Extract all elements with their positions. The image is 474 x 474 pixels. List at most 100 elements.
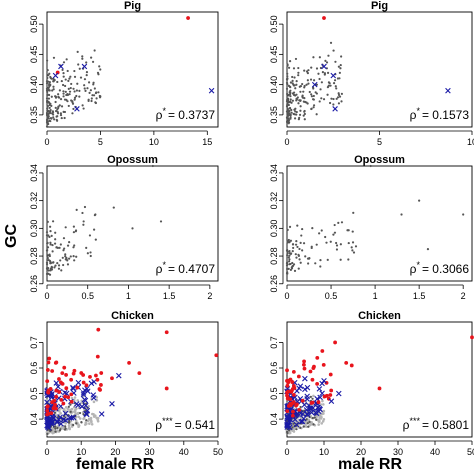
data-point <box>64 386 69 391</box>
data-point <box>59 428 62 431</box>
data-point <box>321 362 326 367</box>
data-point <box>303 109 306 113</box>
data-point <box>293 108 296 111</box>
data-point <box>289 81 293 84</box>
data-point <box>72 368 77 373</box>
data-point <box>63 110 67 114</box>
plot-frame <box>286 165 473 282</box>
data-point <box>289 117 292 120</box>
data-point-x <box>285 414 292 420</box>
data-point <box>64 255 67 258</box>
data-point <box>319 259 322 262</box>
points-layer <box>285 164 465 275</box>
data-point <box>48 254 51 258</box>
data-point <box>330 97 333 100</box>
data-point <box>52 116 55 119</box>
data-point-x <box>304 384 311 391</box>
data-point <box>347 241 350 245</box>
data-point <box>377 386 382 391</box>
data-point <box>292 84 296 87</box>
data-point <box>46 241 49 245</box>
data-point <box>322 418 326 421</box>
data-point <box>90 97 93 100</box>
rho-symbol: ρ <box>403 418 410 432</box>
data-point <box>316 400 321 405</box>
data-point <box>326 86 330 89</box>
data-point <box>98 94 101 98</box>
data-point <box>351 249 354 252</box>
data-point <box>49 225 52 228</box>
data-point <box>291 82 294 85</box>
data-point <box>73 410 76 413</box>
data-point <box>291 261 294 265</box>
data-point <box>45 249 49 252</box>
rho-significance: *** <box>162 416 173 426</box>
data-point <box>55 246 58 249</box>
data-point <box>84 383 89 388</box>
data-point-x <box>319 380 325 387</box>
data-point <box>285 267 289 271</box>
data-point <box>68 241 71 244</box>
data-point <box>46 100 49 103</box>
data-point <box>159 220 163 223</box>
data-point <box>309 401 314 405</box>
data-point <box>64 253 67 256</box>
data-point <box>88 91 91 94</box>
data-point <box>73 90 76 93</box>
data-point <box>73 98 76 101</box>
data-point <box>317 72 320 75</box>
rho-annotation: ρ*** = 0.5801 <box>403 416 470 432</box>
data-point-x <box>83 402 89 409</box>
data-point <box>339 258 342 261</box>
data-point <box>81 380 86 385</box>
panel-title: Opossum <box>107 154 158 166</box>
data-point <box>45 405 50 409</box>
panel-chicken-male: Chicken 0 10 20 30 40 50 0.4 0.5 0.6 0.7 ρ***= 0.58… <box>269 310 474 457</box>
data-point-x <box>311 81 318 88</box>
data-point <box>53 266 56 269</box>
data-point <box>57 95 60 98</box>
rho-value: = 0.4707 <box>168 262 215 276</box>
data-point <box>45 412 50 417</box>
data-point <box>96 419 100 423</box>
data-point <box>312 394 315 398</box>
data-point <box>285 272 289 275</box>
data-point <box>82 413 85 416</box>
data-point <box>69 255 72 258</box>
data-point <box>332 97 335 101</box>
data-point <box>49 411 54 416</box>
data-point <box>57 264 61 267</box>
data-point <box>82 220 85 223</box>
data-point <box>333 231 337 234</box>
data-point <box>369 164 372 168</box>
data-point <box>97 91 100 94</box>
data-point <box>47 258 50 262</box>
data-point <box>64 373 68 377</box>
data-point <box>86 419 90 423</box>
data-point <box>49 76 52 80</box>
data-point <box>45 80 49 83</box>
data-point <box>347 258 350 261</box>
data-point <box>334 85 337 88</box>
data-point <box>349 363 354 368</box>
panel-title: Opossum <box>354 154 405 166</box>
data-point <box>49 267 52 270</box>
data-point <box>325 61 329 64</box>
points-layer <box>44 327 219 436</box>
data-point <box>49 119 52 123</box>
data-point <box>288 225 292 228</box>
data-point <box>286 228 289 232</box>
data-point-x <box>70 385 76 392</box>
data-point <box>89 419 93 422</box>
data-point <box>335 241 338 245</box>
data-point <box>50 369 55 373</box>
data-point <box>288 254 291 257</box>
data-point <box>45 231 49 234</box>
x-tick-label: 1.5 <box>413 291 426 301</box>
data-point <box>299 109 302 112</box>
data-point <box>59 397 64 402</box>
rho-value: = 0.5801 <box>422 418 469 432</box>
data-point-x <box>58 63 64 70</box>
data-point <box>286 82 289 86</box>
data-point <box>47 87 50 90</box>
